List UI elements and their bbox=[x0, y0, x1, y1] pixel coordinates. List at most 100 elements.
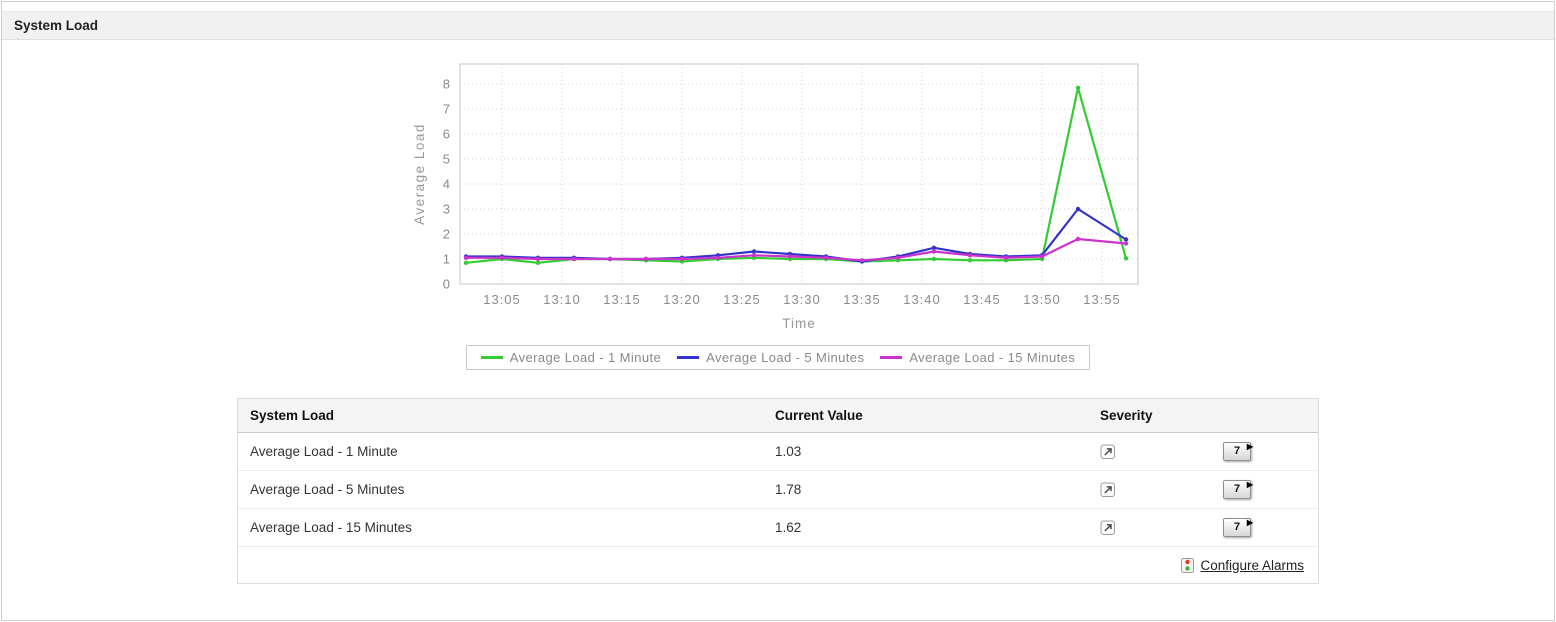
y-axis-label: Average Load bbox=[412, 123, 427, 225]
history-cell: 7 ▶ bbox=[1213, 442, 1318, 461]
table-footer: Configure Alarms bbox=[238, 547, 1318, 583]
x-tick-label: 13:25 bbox=[723, 292, 761, 307]
system-load-table-body: Average Load - 1 Minute 1.03 7 ▶ Average Loa… bbox=[238, 433, 1318, 547]
x-tick-label: 13:55 bbox=[1083, 292, 1121, 307]
severity-clear-icon[interactable] bbox=[1100, 482, 1116, 498]
legend-label: Average Load - 1 Minute bbox=[509, 350, 662, 365]
series-marker bbox=[1123, 256, 1129, 261]
series-marker bbox=[931, 256, 937, 262]
column-header-system-load: System Load bbox=[250, 408, 335, 423]
severity-cell bbox=[1088, 520, 1213, 536]
series-marker bbox=[823, 255, 829, 260]
y-tick-label: 0 bbox=[443, 277, 451, 292]
legend-item: Average Load - 5 Minutes bbox=[677, 350, 864, 365]
series-marker bbox=[535, 256, 541, 262]
series-marker bbox=[1075, 206, 1081, 212]
series-marker bbox=[967, 258, 973, 263]
series-marker bbox=[571, 256, 577, 262]
legend-swatch bbox=[677, 356, 700, 359]
x-tick-label: 13:10 bbox=[543, 292, 581, 307]
y-tick-label: 2 bbox=[443, 227, 451, 242]
x-tick-label: 13:40 bbox=[903, 292, 941, 307]
series-marker bbox=[931, 245, 937, 250]
series-marker bbox=[967, 253, 973, 258]
severity-cell bbox=[1088, 482, 1213, 498]
legend-label: Average Load - 5 Minutes bbox=[706, 350, 865, 365]
history-cell: 7 ▶ bbox=[1213, 518, 1318, 537]
series-marker bbox=[607, 256, 613, 262]
metric-name: Average Load - 1 Minute bbox=[250, 444, 398, 459]
metric-current-value: 1.03 bbox=[775, 444, 802, 459]
chart-area: 0 1 2 3 4 5 6 7 8 13:05 13:10 13:15 13:20 13:25 13:30 1… bbox=[2, 52, 1554, 370]
system-load-table: System Load Current Value Severity Avera… bbox=[237, 398, 1319, 584]
legend-item: Average Load - 1 Minute bbox=[480, 350, 662, 365]
table-row: Average Load - 5 Minutes 1.78 7 ▶ bbox=[238, 471, 1318, 509]
y-tick-label: 4 bbox=[443, 177, 451, 192]
column-header-current-value: Current Value bbox=[775, 408, 863, 423]
history-7-button[interactable]: 7 ▶ bbox=[1223, 480, 1253, 499]
y-tick-label: 3 bbox=[443, 202, 451, 217]
column-header-actions bbox=[1213, 399, 1318, 432]
series-marker bbox=[643, 256, 649, 262]
chart-legend: Average Load - 1 Minute Average Load - 5 … bbox=[465, 345, 1091, 370]
legend-label: Average Load - 15 Minutes bbox=[909, 350, 1076, 365]
y-tick-label: 1 bbox=[443, 252, 451, 267]
series-marker bbox=[751, 253, 757, 258]
series-marker bbox=[1075, 236, 1081, 242]
series-marker bbox=[499, 255, 505, 260]
series-marker bbox=[859, 258, 865, 263]
series-marker bbox=[787, 254, 793, 259]
series-marker bbox=[1039, 254, 1045, 259]
history-7-button[interactable]: 7 ▶ bbox=[1223, 518, 1253, 537]
widget-title: System Load bbox=[2, 11, 1554, 40]
series-marker bbox=[1123, 237, 1129, 242]
y-tick-label: 8 bbox=[443, 77, 451, 92]
x-tick-label: 13:20 bbox=[663, 292, 701, 307]
play-arrow-icon: ▶ bbox=[1246, 518, 1253, 527]
series-marker bbox=[931, 249, 937, 254]
series-marker bbox=[1075, 85, 1081, 90]
metric-name: Average Load - 5 Minutes bbox=[250, 482, 405, 497]
play-arrow-icon: ▶ bbox=[1246, 480, 1253, 489]
history-7-label: 7 bbox=[1233, 483, 1241, 495]
history-7-label: 7 bbox=[1233, 445, 1241, 457]
series-marker bbox=[463, 255, 469, 260]
y-tick-label: 7 bbox=[443, 102, 451, 117]
system-load-chart: 0 1 2 3 4 5 6 7 8 13:05 13:10 13:15 13:20 13:25 13:30 1… bbox=[408, 52, 1148, 341]
table-row: Average Load - 15 Minutes 1.62 7 ▶ bbox=[238, 509, 1318, 547]
history-7-button[interactable]: 7 ▶ bbox=[1223, 442, 1253, 461]
severity-clear-icon[interactable] bbox=[1100, 444, 1116, 460]
legend-swatch bbox=[480, 356, 503, 359]
series-marker bbox=[679, 256, 685, 262]
y-tick-label: 5 bbox=[443, 152, 451, 167]
play-arrow-icon: ▶ bbox=[1246, 442, 1253, 451]
column-header-severity: Severity bbox=[1100, 408, 1153, 423]
series-marker bbox=[715, 255, 721, 260]
x-tick-label: 13:05 bbox=[483, 292, 521, 307]
series-marker bbox=[751, 249, 757, 254]
y-tick-label: 6 bbox=[443, 127, 451, 142]
series-marker bbox=[895, 255, 901, 260]
table-header-row: System Load Current Value Severity bbox=[238, 399, 1318, 433]
series-marker bbox=[535, 260, 541, 265]
chart-svg: 0 1 2 3 4 5 6 7 8 13:05 13:10 13:15 13:20 13:25 13:30 1… bbox=[412, 63, 1139, 331]
series-marker bbox=[1123, 241, 1129, 246]
series-marker bbox=[463, 260, 469, 265]
legend-swatch bbox=[880, 356, 903, 359]
traffic-light-icon bbox=[1181, 557, 1195, 573]
x-axis-label: Time bbox=[782, 316, 816, 331]
metric-current-value: 1.78 bbox=[775, 482, 802, 497]
history-7-label: 7 bbox=[1233, 521, 1241, 533]
series-marker bbox=[1003, 255, 1009, 260]
metric-current-value: 1.62 bbox=[775, 520, 802, 535]
x-tick-label: 13:35 bbox=[843, 292, 881, 307]
severity-cell bbox=[1088, 444, 1213, 460]
legend-item: Average Load - 15 Minutes bbox=[880, 350, 1075, 365]
metric-name: Average Load - 15 Minutes bbox=[250, 520, 412, 535]
severity-clear-icon[interactable] bbox=[1100, 520, 1116, 536]
x-tick-label: 13:30 bbox=[783, 292, 821, 307]
history-cell: 7 ▶ bbox=[1213, 480, 1318, 499]
configure-alarms-link[interactable]: Configure Alarms bbox=[1200, 557, 1304, 573]
x-tick-label: 13:45 bbox=[963, 292, 1001, 307]
